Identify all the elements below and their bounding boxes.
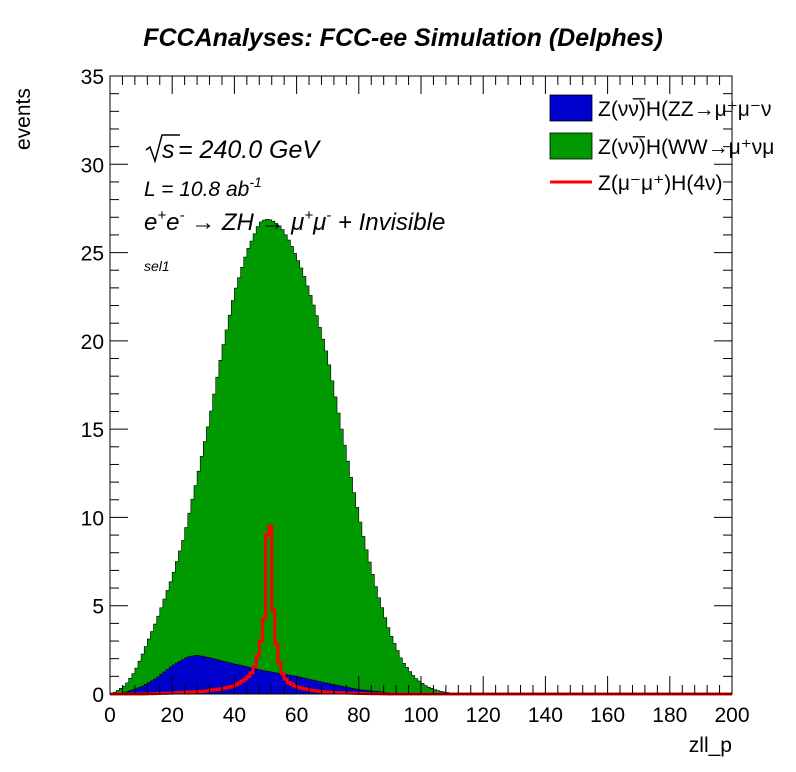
legend-swatch-0 <box>549 94 593 122</box>
y-axis-ticks: 0 5 10 15 20 25 30 35 <box>81 66 732 707</box>
process-mu2: μ <box>312 209 326 236</box>
y-tick-label: 25 <box>81 243 104 266</box>
luminosity-exponent: -1 <box>249 174 261 190</box>
sqrt-s-label: s <box>162 136 175 164</box>
y-tick-label: 30 <box>81 154 104 177</box>
energy-label: = 240.0 GeV <box>178 136 321 164</box>
process-label: e+e- → ZH → μ+μ- + Invisible <box>144 207 445 236</box>
x-tick-label: 200 <box>714 704 749 727</box>
x-tick-label: 180 <box>652 704 687 727</box>
chart-title: FCCAnalyses: FCC-ee Simulation (Delphes) <box>143 24 663 52</box>
process-e2: e <box>166 209 179 236</box>
process-mu2-sup: - <box>326 207 331 224</box>
sqrt-symbol <box>145 134 180 164</box>
x-tick-label: 140 <box>528 704 563 727</box>
legend: Z(νν̅)H(ZZ→μ⁺μ⁻ν Z(νν̅)H(WW→μ⁺νμ Z(μ⁻μ⁺)H(… <box>549 94 774 195</box>
luminosity-prefix: L = 10.8 ab <box>144 178 250 201</box>
y-tick-label: 20 <box>81 331 104 354</box>
x-tick-label: 0 <box>104 704 116 727</box>
y-tick-label: 5 <box>92 596 104 619</box>
legend-label-1: Z(νν̅)H(WW→μ⁺νμ <box>598 136 774 159</box>
process-tail: + Invisible <box>331 209 445 236</box>
y-axis-label: events <box>12 88 35 150</box>
legend-label-2: Z(μ⁻μ⁺)H(4ν) <box>598 172 723 195</box>
selection-label: sel1 <box>144 258 170 274</box>
x-axis-ticks: 0 20 40 60 80 100 120 140 160 180 200 <box>104 76 750 727</box>
x-tick-label: 20 <box>161 704 184 727</box>
legend-swatch-1 <box>549 132 593 160</box>
y-tick-label: 35 <box>81 66 104 89</box>
process-arrow: → ZH → <box>184 209 291 236</box>
y-tick-label: 15 <box>81 419 104 442</box>
plot-area: 0 20 40 60 80 100 120 140 160 180 200 0 5 10 15 20 25 30… <box>81 66 750 727</box>
x-tick-label: 160 <box>590 704 625 727</box>
x-axis-label: zll_p <box>689 734 732 757</box>
x-tick-label: 60 <box>285 704 308 727</box>
process-mu1-sup: + <box>304 207 313 224</box>
process-mu1: μ <box>290 209 304 236</box>
x-tick-label: 80 <box>347 704 370 727</box>
process-e1: e <box>144 209 157 236</box>
x-tick-label: 100 <box>403 704 438 727</box>
y-tick-label: 0 <box>92 684 104 707</box>
x-tick-label: 40 <box>223 704 246 727</box>
x-tick-label: 120 <box>466 704 501 727</box>
process-e2-sup: - <box>179 207 184 224</box>
y-tick-label: 10 <box>81 507 104 530</box>
luminosity-label: L = 10.8 ab-1 <box>144 174 262 201</box>
annotation-block: s = 240.0 GeV L = 10.8 ab-1 e+e- → ZH → … <box>144 134 445 274</box>
legend-label-0: Z(νν̅)H(ZZ→μ⁺μ⁻ν <box>598 98 772 121</box>
process-e1-sup: + <box>157 207 166 224</box>
